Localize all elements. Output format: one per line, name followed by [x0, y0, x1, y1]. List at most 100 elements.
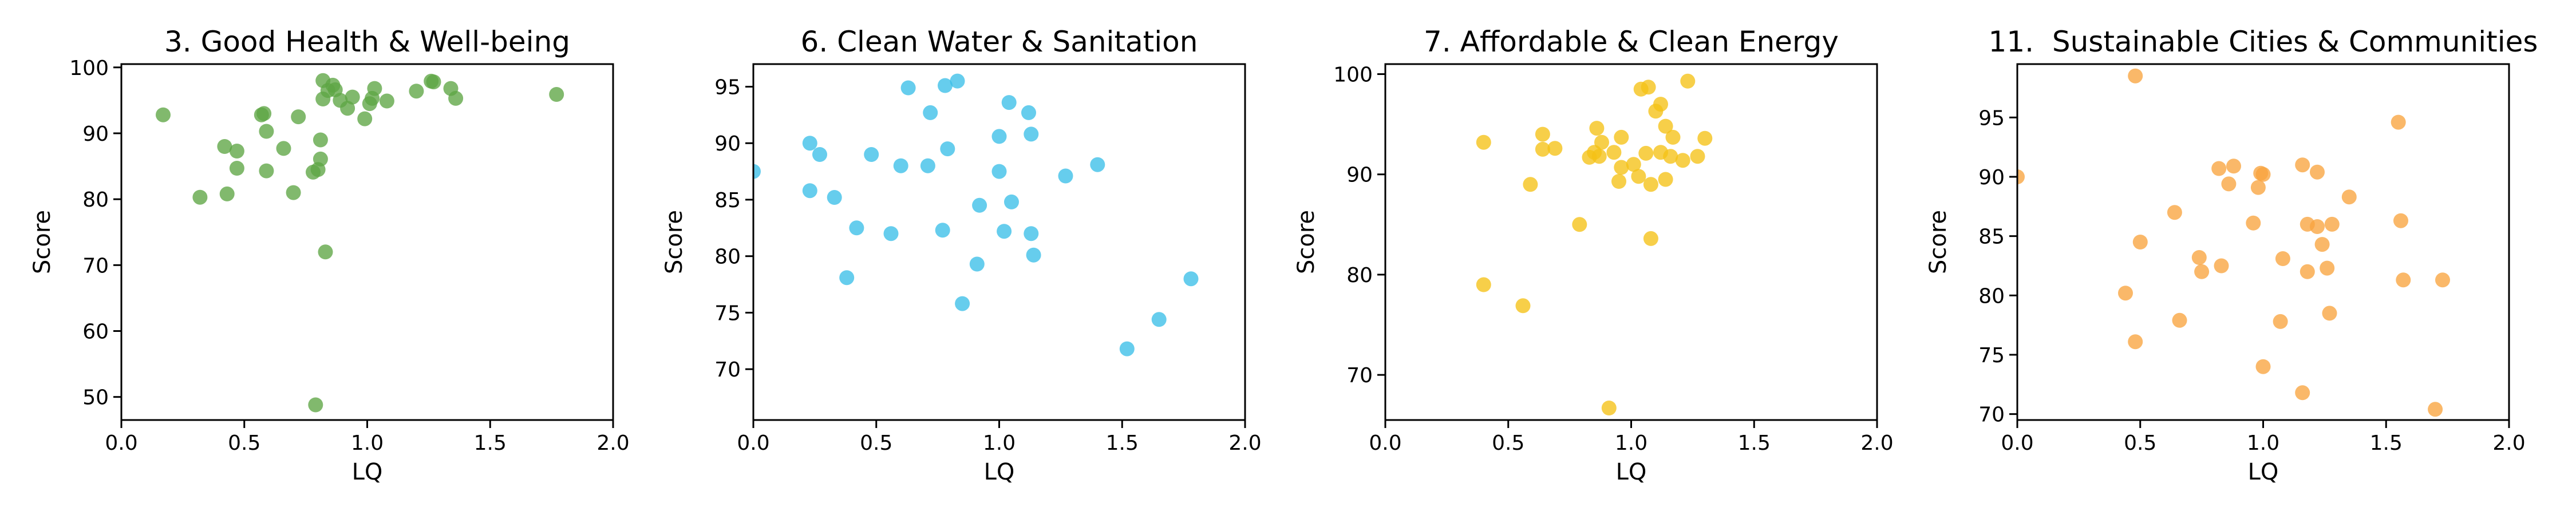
data-point	[2428, 402, 2443, 417]
data-point	[318, 244, 333, 260]
data-point	[1675, 153, 1690, 168]
data-point	[1535, 126, 1550, 142]
y-tick-label: 100	[69, 57, 109, 80]
chart-title: 11. Sustainable Cities & Communities	[1989, 25, 2538, 58]
x-tick-label: 1.5	[2370, 431, 2403, 455]
data-point	[549, 87, 564, 102]
data-point	[893, 158, 908, 173]
data-point	[1476, 277, 1491, 292]
data-point	[448, 90, 464, 106]
y-tick-label: 85	[1978, 225, 2005, 249]
x-tick-label: 1.0	[351, 431, 384, 455]
data-point	[938, 78, 953, 93]
data-point	[1090, 157, 1105, 172]
data-point	[2017, 169, 2025, 184]
data-points	[2017, 68, 2450, 417]
y-tick-label: 90	[1346, 164, 1373, 187]
chart-title: 6. Clean Water & Sanitation	[801, 25, 1198, 58]
data-point	[1643, 177, 1658, 192]
data-point	[1601, 401, 1617, 415]
x-axis-label: LQ	[352, 459, 383, 485]
data-point	[2167, 205, 2182, 220]
chart-title: 3. Good Health & Well-being	[164, 25, 570, 58]
data-point	[1626, 157, 1641, 172]
data-point	[923, 105, 938, 120]
data-point	[229, 144, 244, 159]
data-point	[2246, 215, 2261, 231]
data-point	[229, 161, 244, 176]
y-tick-label: 70	[82, 254, 109, 278]
x-tick-label: 2.0	[1860, 431, 1893, 455]
data-point	[972, 197, 987, 213]
data-point	[1591, 149, 1607, 164]
data-point	[1535, 141, 1550, 157]
data-point	[1183, 271, 1199, 287]
data-point	[950, 73, 965, 89]
data-point	[291, 109, 306, 125]
data-point	[2221, 176, 2237, 192]
data-point	[1594, 134, 1609, 150]
data-point	[2275, 251, 2290, 266]
data-point	[1606, 145, 1622, 160]
data-point	[1572, 217, 1587, 232]
data-point	[2320, 260, 2335, 276]
data-point	[2226, 159, 2241, 174]
data-point	[313, 151, 328, 167]
data-point	[864, 147, 879, 162]
x-tick-label: 0.5	[2124, 431, 2156, 455]
data-point	[2322, 306, 2337, 321]
data-point	[313, 132, 328, 148]
data-point	[340, 101, 355, 116]
data-point	[1001, 95, 1017, 110]
x-tick-label: 0.5	[228, 431, 260, 455]
data-point	[2194, 264, 2210, 279]
data-point	[1119, 341, 1135, 356]
data-point	[991, 164, 1007, 179]
x-tick-label: 0.5	[860, 431, 892, 455]
y-tick-label: 80	[1346, 264, 1373, 287]
data-point	[1151, 312, 1167, 327]
data-point	[920, 158, 935, 173]
data-point	[345, 89, 360, 105]
data-point	[802, 136, 817, 151]
data-point	[1523, 177, 1538, 192]
data-point	[1638, 145, 1654, 161]
data-point	[1614, 160, 1629, 175]
data-point	[2132, 235, 2148, 249]
data-point	[1653, 97, 1668, 112]
data-point	[900, 80, 916, 96]
y-tick-label: 80	[714, 245, 741, 269]
data-point	[2128, 68, 2143, 84]
data-point	[2310, 219, 2325, 234]
data-point	[1589, 121, 1605, 136]
data-point	[2128, 334, 2143, 350]
data-point	[2341, 189, 2357, 205]
data-point	[2300, 264, 2315, 279]
y-tick-label: 85	[714, 189, 741, 212]
data-point	[2191, 250, 2207, 265]
data-point	[2295, 157, 2310, 173]
x-tick-label: 2.0	[2492, 431, 2525, 455]
data-point	[156, 107, 171, 122]
chart-panel-2: 0.0 0.5 1.0 1.5 2.0 70 75 80 85 90 95 6. Clean Wate…	[661, 25, 1262, 485]
data-point	[1024, 226, 1039, 241]
y-axis-label: Score	[1293, 210, 1319, 274]
data-point	[308, 397, 323, 413]
data-point	[1643, 231, 1658, 246]
data-point	[217, 139, 232, 154]
data-point	[1611, 174, 1626, 189]
data-points	[1476, 73, 1713, 415]
data-point	[2396, 272, 2411, 288]
x-axis-label: LQ	[1616, 459, 1647, 485]
data-point	[256, 106, 272, 121]
y-tick-label: 90	[1978, 166, 2005, 189]
x-tick-label: 1.5	[1106, 431, 1139, 455]
x-tick-label: 0.0	[2001, 431, 2033, 455]
y-axis-label: Score	[1925, 210, 1951, 274]
x-tick-label: 1.0	[1615, 431, 1647, 455]
chart-title: 7. Affordable & Clean Energy	[1424, 25, 1839, 58]
data-point	[2211, 161, 2227, 176]
plot-frame	[752, 63, 1246, 421]
data-point	[839, 270, 855, 286]
data-point	[1665, 129, 1681, 145]
